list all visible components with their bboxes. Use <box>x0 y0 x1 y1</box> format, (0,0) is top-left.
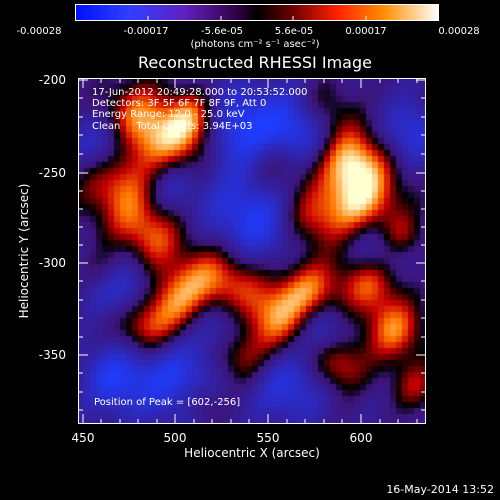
y-tick-label: -350 <box>38 348 66 362</box>
peak-position-label: Position of Peak = [602,-256] <box>94 397 241 408</box>
x-axis-label: Heliocentric X (arcsec) <box>184 446 320 460</box>
y-tick-label: -250 <box>38 166 66 180</box>
x-tick-label: 500 <box>163 431 187 445</box>
x-tick-label: 600 <box>349 431 373 445</box>
colorbar-tick-label: -0.00028 <box>16 26 62 37</box>
y-tick-label: -200 <box>38 73 66 87</box>
energy-range-label: Energy Range: 12.0 - 25.0 keV <box>92 109 245 120</box>
colorbar-tick-label: -0.00017 <box>123 26 169 37</box>
plot-axes <box>78 78 426 424</box>
colorbar <box>75 4 439 21</box>
colorbar-tick-label: 5.6e-05 <box>274 26 314 37</box>
colorbar-tick-label: -5.6e-05 <box>201 26 243 37</box>
y-axis-label: Heliocentric Y (arcsec) <box>17 183 31 319</box>
clean-counts-label: Clean Total counts: 3.94E+03 <box>92 121 253 132</box>
plot-title: Reconstructed RHESSI Image <box>138 53 372 72</box>
x-tick-label: 550 <box>256 431 280 445</box>
time-range-label: 17-Jun-2012 20:49:28.000 to 20:53:52.000 <box>92 87 308 98</box>
x-tick-label: 450 <box>71 431 95 445</box>
rhessi-image-map <box>78 78 426 424</box>
detectors-label: Detectors: 3F 5F 6F 7F 8F 9F, Att 0 <box>92 98 267 109</box>
y-tick-label: -300 <box>38 256 66 270</box>
colorbar-tick-label: 0.00017 <box>345 26 387 37</box>
colorbar-unit-label: (photons cm⁻² s⁻¹ asec⁻²) <box>190 39 320 50</box>
image-frame: 17-Jun-2012 20:49:28.000 to 20:53:52.000… <box>78 78 426 424</box>
generation-date: 16-May-2014 13:52 <box>386 483 494 496</box>
colorbar-tick-label: 0.00028 <box>438 26 480 37</box>
